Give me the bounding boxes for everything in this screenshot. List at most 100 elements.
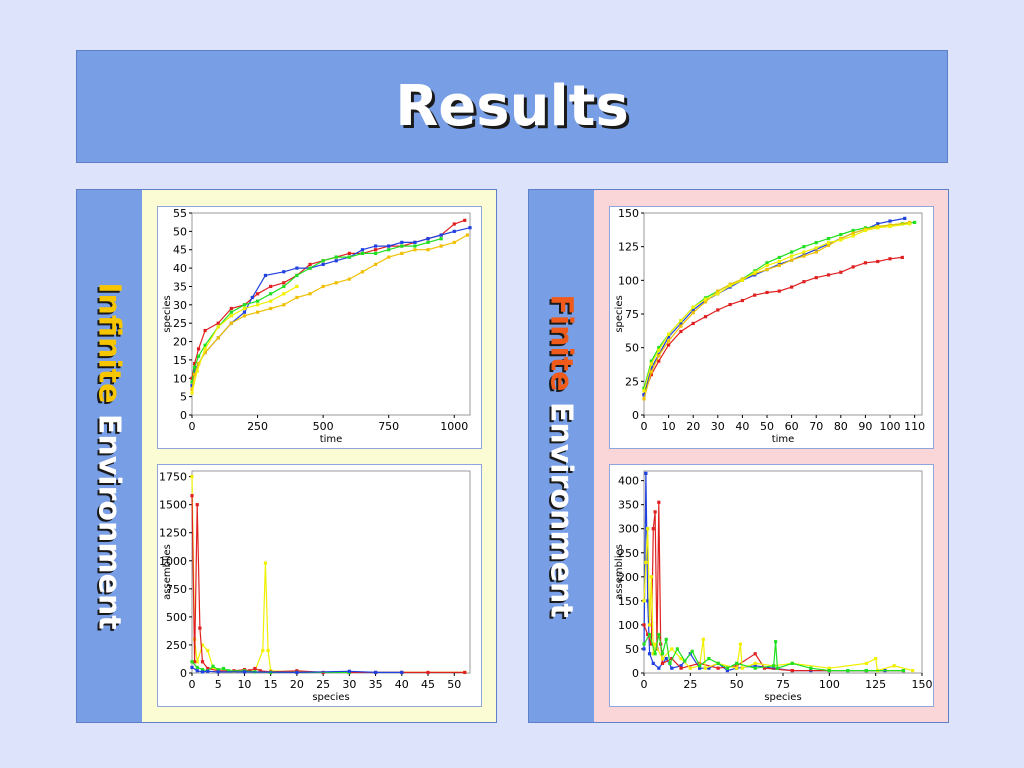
data-point [196,354,201,358]
data-point [667,335,671,339]
data-point [670,666,674,670]
data-point [253,666,257,671]
data-point [773,640,778,644]
infinite-time-plot: 0 5 10 15 20 25 30 35 40 45 50 55 0 250 500 750 1000 time… [162,207,472,445]
finite-side-bar: Finite Environment [529,190,594,722]
data-point [282,281,286,285]
data-point [772,664,776,668]
series-line-2 [191,238,442,383]
data-point [269,299,273,303]
data-point [216,668,220,672]
data-point [195,369,199,373]
data-point [255,310,260,314]
data-point [888,219,892,223]
data-point [216,321,220,325]
y-tick-label: 5 [180,391,187,404]
y-tick-label: 0 [632,667,639,680]
data-point [657,500,661,504]
data-point [227,669,231,673]
data-point [657,348,661,352]
data-point [269,292,273,296]
data-point [657,359,661,363]
x-tick-label: 20 [290,678,304,691]
data-point [190,391,194,395]
data-point [657,632,661,637]
data-point [373,670,378,675]
y-tick-label: 350 [618,499,639,512]
data-point [439,233,443,237]
y-tick-label: 100 [618,274,639,287]
data-point [229,310,233,314]
x-tick-label: 110 [904,420,925,433]
data-point [308,266,312,270]
y-tick-label: 125 [618,241,639,254]
series-line-0 [643,473,904,672]
environment-word: Environment [543,391,579,618]
series-line-1 [643,502,904,672]
data-point [703,666,707,670]
data-point [691,321,695,326]
y-tick-label: 0 [632,409,639,422]
data-point [216,336,220,340]
x-tick-label: 250 [247,420,268,433]
data-point [651,652,655,656]
data-point [295,266,299,270]
data-point [864,668,868,673]
x-tick-label: 1000 [440,420,468,433]
x-tick-label: 0 [189,420,196,433]
data-point [777,289,781,293]
series-line-1 [643,217,905,395]
data-point [258,669,262,673]
data-point [703,300,708,304]
data-point [216,325,220,329]
data-point [347,255,351,259]
data-point [193,660,197,664]
x-tick-label: 50 [760,420,774,433]
data-point [452,240,456,244]
y-axis-label: species [614,295,625,332]
data-point [229,314,233,318]
data-point [703,315,708,319]
data-point [679,321,683,326]
y-tick-label: 1250 [159,527,187,540]
x-tick-label: 750 [378,420,399,433]
data-point [347,251,351,255]
data-point [190,665,194,669]
data-point [644,471,648,476]
x-axis-label: species [312,692,349,703]
data-point [347,277,351,281]
data-point [863,261,868,265]
data-point [642,642,646,646]
y-tick-label: 250 [166,639,187,652]
data-point [657,346,661,350]
data-point [282,284,286,289]
y-tick-label: 750 [166,583,187,596]
data-point [282,292,286,296]
y-tick-label: 25 [625,375,639,388]
x-tick-label: 5 [215,678,222,691]
data-point [190,376,194,380]
finite-word: Finite [543,294,579,392]
data-point [876,226,880,230]
data-point [426,670,430,675]
data-point [203,347,207,351]
infinite-side-bar: Infinite Environment [77,190,142,722]
x-tick-label: 150 [912,678,933,691]
data-point [653,510,657,514]
data-point [826,241,831,245]
data-point [193,365,197,369]
data-point [707,666,711,670]
y-tick-label: 1500 [159,499,187,512]
data-point [903,216,907,220]
x-tick-label: 0 [641,678,648,691]
data-point [667,343,671,347]
data-point [308,292,312,296]
data-point [826,243,831,247]
data-point [790,285,794,289]
y-tick-label: 250 [618,547,639,560]
data-point [753,270,757,274]
data-point [642,599,646,603]
data-point [911,668,915,673]
data-point [195,669,199,673]
data-point [190,494,194,498]
